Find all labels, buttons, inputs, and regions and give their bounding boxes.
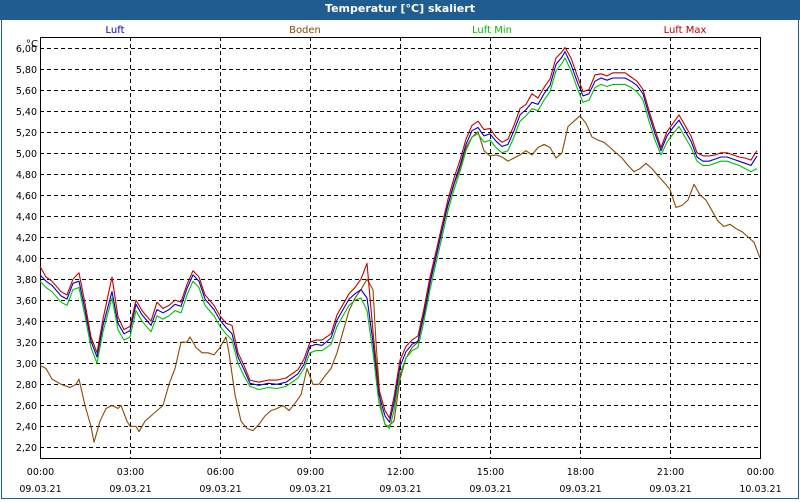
y-tick-label: 3,40 [16,317,37,328]
x-tick-time: 00:00 [747,467,774,478]
y-tick-label: 5,40 [16,107,37,118]
legend: Luft Boden Luft Min Luft Max [106,25,707,36]
x-tick-time: 09:00 [297,467,324,478]
series-line-luft [39,51,758,423]
x-tick-time: 03:00 [117,467,144,478]
y-tick-label: 2,20 [16,443,37,454]
y-tick-label: 5,00 [16,149,37,160]
series-line-luft-max [39,46,758,419]
x-tick-date: 09.03.21 [559,484,601,495]
axes: 2,20 2,40 2,60 2,80 3,00 3,20 3,40 3,60 3,80 4,00… [16,37,782,495]
y-tick-label: 2,80 [16,380,37,391]
chart-title: Temperatur [°C] skaliert [0,0,800,20]
x-tick-time: 00:00 [27,467,54,478]
y-tick-label: 5,60 [16,86,37,97]
y-tick-label: 3,60 [16,296,37,307]
chart-frame: 2,20 2,40 2,60 2,80 3,00 3,20 3,40 3,60 3,80 4,00… [1,20,799,499]
x-tick-date: 09.03.21 [379,484,421,495]
x-tick-date: 09.03.21 [469,484,511,495]
y-tick-label: 4,20 [16,233,37,244]
series [39,46,761,443]
plot-border [40,37,761,459]
y-tick-label: 5,20 [16,128,37,139]
legend-item-luft-min: Luft Min [472,25,512,36]
x-tick-date: 09.03.21 [199,484,241,495]
x-tick-date: 10.03.21 [739,484,781,495]
legend-item-luft: Luft [106,25,125,36]
x-tick-time: 18:00 [567,467,594,478]
legend-item-luft-max: Luft Max [664,25,707,36]
x-tick-date: 09.03.21 [19,484,61,495]
legend-item-boden: Boden [289,25,321,36]
y-tick-label: 4,00 [16,254,37,265]
x-tick-date: 09.03.21 [649,484,691,495]
y-tick-label: 4,60 [16,191,37,202]
y-axis-label: °C [26,39,38,50]
y-tick-label: 5,80 [16,65,37,76]
x-tick-time: 12:00 [387,467,414,478]
y-tick-label: 3,20 [16,338,37,349]
x-tick-date: 09.03.21 [289,484,331,495]
y-tick-label: 3,80 [16,275,37,286]
x-tick-time: 06:00 [207,467,234,478]
temperature-chart: 2,20 2,40 2,60 2,80 3,00 3,20 3,40 3,60 3,80 4,00… [16,25,782,495]
y-tick-label: 3,00 [16,359,37,370]
y-tick-label: 2,60 [16,401,37,412]
y-tick-label: 4,80 [16,170,37,181]
y-tick-label: 2,40 [16,422,37,433]
y-tick-label: 6,00 [16,44,37,55]
x-tick-time: 21:00 [657,467,684,478]
grid [40,37,761,458]
x-tick-date: 09.03.21 [109,484,151,495]
x-tick-time: 15:00 [477,467,504,478]
series-line-luft-min [39,57,758,430]
y-tick-label: 4,40 [16,212,37,223]
